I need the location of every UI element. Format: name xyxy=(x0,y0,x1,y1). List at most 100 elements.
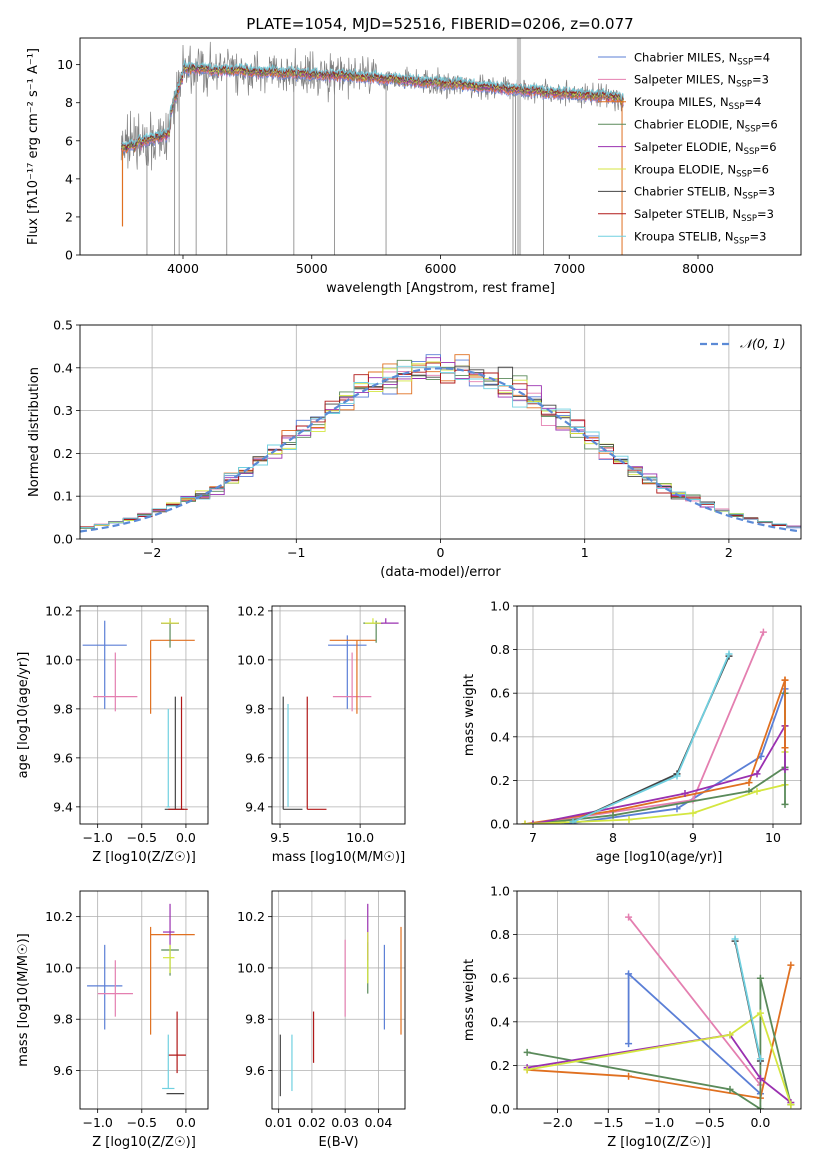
chart-age-vs-z: −1.0 −0.5 0.0 9.4 9.6 9.8 10.0 10.2 Z [log10(Z/Z… xyxy=(16,603,209,865)
mass-weight-line xyxy=(524,679,786,824)
mass-weight-marker xyxy=(756,1009,764,1017)
y-tick-label: 0.1 xyxy=(53,489,73,504)
y-tick-label: 9.8 xyxy=(53,701,73,716)
plot-area xyxy=(120,38,624,255)
y-tick-label: 10.2 xyxy=(237,603,265,618)
y-tick-label: 9.8 xyxy=(245,701,265,716)
y-tick-label: 10.0 xyxy=(237,960,265,975)
plot-area xyxy=(523,913,795,1109)
legend-entry: Salpeter ELODIE, NSSP=6 xyxy=(634,140,777,157)
x-axis-label: wavelength [Angstrom, rest frame] xyxy=(326,281,555,296)
mass-weight-line xyxy=(526,1011,792,1105)
mass-weight-marker xyxy=(609,811,617,819)
mass-weight-marker xyxy=(753,770,761,778)
legend-entry: Chabrier MILES, NSSP=4 xyxy=(634,50,770,67)
figure-title: PLATE=1054, MJD=52516, FIBERID=0206, z=0… xyxy=(246,15,633,33)
plot-area xyxy=(279,903,402,1097)
y-tick-label: 0.0 xyxy=(490,817,510,832)
chart-mass-weight-vs-age: 7 8 9 10 0.0 0.2 0.4 0.6 0.8 1.0 age [log10(age/yr… xyxy=(462,599,802,865)
y-tick-label: 10.0 xyxy=(45,652,73,667)
y-tick-label: 0.0 xyxy=(53,532,73,547)
mass-weight-marker xyxy=(726,1031,734,1039)
legend-entry: Salpeter MILES, NSSP=3 xyxy=(634,73,769,90)
x-tick-label: 0.01 xyxy=(265,1115,293,1130)
mass-weight-marker xyxy=(756,1105,764,1109)
mass-weight-line xyxy=(627,916,762,1086)
y-tick-label: 9.8 xyxy=(53,1012,73,1027)
y-tick-label: 4 xyxy=(65,171,73,186)
x-axis-label: age [log10(age/yr)] xyxy=(596,850,723,865)
mass-weight-line xyxy=(734,938,762,1060)
x-tick-label: 10.0 xyxy=(346,830,374,845)
x-tick-label: 0.0 xyxy=(176,1115,196,1130)
x-tick-label: 9.5 xyxy=(270,830,290,845)
mass-weight-marker xyxy=(529,820,537,824)
x-tick-label: −0.5 xyxy=(695,1115,725,1130)
mass-weight-line xyxy=(564,688,786,824)
y-tick-label: 10.0 xyxy=(45,960,73,975)
y-tick-label: 6 xyxy=(65,133,73,148)
x-tick-label: 0.03 xyxy=(331,1115,359,1130)
y-tick-label: 0.4 xyxy=(490,729,510,744)
mass-weight-line xyxy=(526,1033,792,1104)
y-tick-label: 9.6 xyxy=(53,1063,73,1078)
axes-frame xyxy=(79,324,802,540)
y-axis-label: age [log10(age/yr)] xyxy=(16,652,31,779)
mass-weight-marker xyxy=(781,800,789,808)
y-tick-label: 0.3 xyxy=(53,403,73,418)
x-tick-label: 0.0 xyxy=(750,1115,770,1130)
mass-weight-marker xyxy=(523,1066,531,1074)
x-tick-label: −1.0 xyxy=(82,830,112,845)
mass-weight-marker xyxy=(523,1048,531,1056)
normal-distribution-curve xyxy=(80,367,801,533)
y-tick-label: 9.6 xyxy=(245,750,265,765)
x-tick-label: 5000 xyxy=(296,261,328,276)
mass-weight-marker xyxy=(689,809,697,817)
mass-weight-marker xyxy=(753,787,761,795)
y-tick-label: 1.0 xyxy=(490,884,510,899)
mass-weight-marker xyxy=(625,1072,633,1080)
chart-spectrum: 4000 5000 6000 7000 8000 0 2 4 6 8 10 wavelength [A… xyxy=(26,37,802,296)
y-tick-label: 10.2 xyxy=(45,603,73,618)
x-axis-label: Z [log10(Z/Z☉)] xyxy=(607,1135,711,1150)
spectrum-legend: Chabrier MILES, NSSP=4 Salpeter MILES, NS… xyxy=(598,50,778,247)
y-tick-label: 10.0 xyxy=(237,652,265,667)
x-tick-label: 8000 xyxy=(682,261,714,276)
mass-weight-marker xyxy=(781,744,789,752)
legend-entry: Kroupa ELODIE, NSSP=6 xyxy=(634,162,769,179)
y-tick-label: 9.6 xyxy=(245,1063,265,1078)
mass-weight-marker xyxy=(756,1055,764,1063)
chart-age-vs-mass: 9.5 10.0 9.4 9.6 9.8 10.0 10.2 mass [log10(M/M☉… xyxy=(237,603,406,865)
y-tick-label: 10.2 xyxy=(237,909,265,924)
y-tick-label: 0.2 xyxy=(490,773,510,788)
legend-entry: Chabrier ELODIE, NSSP=6 xyxy=(634,118,778,135)
axes-frame xyxy=(79,605,209,825)
mass-weight-marker xyxy=(787,961,795,969)
x-tick-label: −1 xyxy=(287,545,305,560)
plot-area xyxy=(282,618,399,810)
mass-weight-line xyxy=(627,971,762,1095)
x-tick-label: 2 xyxy=(725,545,733,560)
y-tick-label: 0.6 xyxy=(490,971,510,986)
axes-frame xyxy=(271,890,406,1110)
x-tick-label: 6000 xyxy=(425,261,457,276)
y-tick-label: 0.0 xyxy=(490,1102,510,1117)
y-tick-label: 10.2 xyxy=(45,909,73,924)
axes-frame xyxy=(516,890,802,1110)
mass-weight-marker xyxy=(569,818,577,824)
mass-weight-line xyxy=(527,964,792,1100)
x-tick-label: 7000 xyxy=(553,261,585,276)
plot-area xyxy=(82,618,195,810)
x-tick-label: 10 xyxy=(765,830,781,845)
x-axis-label: Z [log10(Z/Z☉)] xyxy=(92,1135,196,1150)
axes-frame xyxy=(79,37,802,256)
mass-weight-marker xyxy=(726,1085,734,1093)
legend-entry: Kroupa STELIB, NSSP=3 xyxy=(634,230,766,247)
mass-weight-marker xyxy=(625,1040,633,1048)
mass-weight-marker xyxy=(731,935,739,943)
x-tick-label: −0.5 xyxy=(127,1115,157,1130)
y-tick-label: 0.8 xyxy=(490,642,510,657)
x-tick-label: 4000 xyxy=(167,261,199,276)
y-tick-label: 0.2 xyxy=(53,446,73,461)
